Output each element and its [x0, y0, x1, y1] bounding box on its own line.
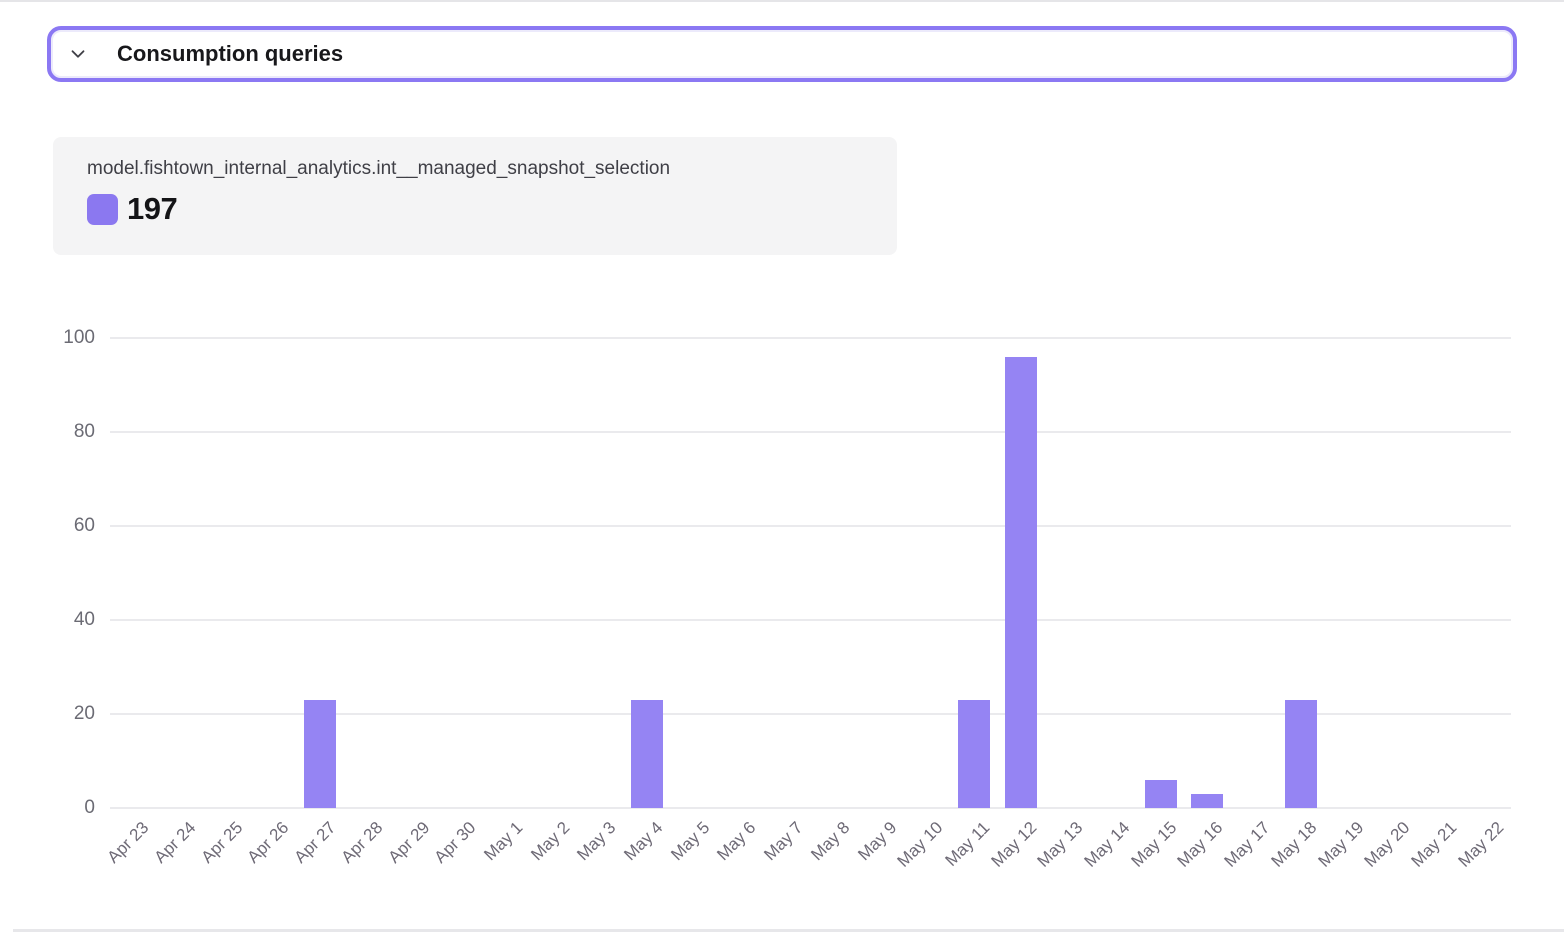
gridline — [110, 807, 1511, 809]
chevron-down-icon — [67, 43, 89, 65]
x-axis-tick-label: May 7 — [760, 818, 807, 865]
y-axis-tick-label: 100 — [63, 327, 95, 348]
divider-top — [0, 0, 1564, 2]
x-axis-tick-label: Apr 25 — [197, 818, 247, 867]
x-axis-tick-label: Apr 23 — [103, 818, 153, 867]
x-axis-tick-label: May 19 — [1314, 818, 1368, 871]
y-axis-tick-label: 0 — [84, 797, 95, 818]
x-axis-tick-label: Apr 29 — [384, 818, 434, 867]
x-axis-tick-label: May 14 — [1080, 818, 1134, 871]
x-axis-tick-label: May 5 — [667, 818, 714, 865]
bar[interactable] — [1145, 780, 1177, 808]
y-axis-tick-label: 20 — [73, 703, 95, 724]
x-axis-tick-label: May 4 — [620, 818, 667, 865]
gridline — [110, 525, 1511, 527]
gridline — [110, 713, 1511, 715]
x-axis-tick-label: May 22 — [1454, 818, 1508, 871]
x-axis-tick-label: May 15 — [1127, 818, 1181, 871]
x-axis-tick-label: May 2 — [527, 818, 574, 865]
x-axis-tick-label: May 3 — [573, 818, 620, 865]
x-axis-tick-label: May 12 — [987, 818, 1041, 871]
bar[interactable] — [958, 700, 990, 808]
y-axis-tick-label: 40 — [73, 609, 95, 630]
series-color-swatch — [87, 193, 118, 225]
bar[interactable] — [1005, 357, 1037, 808]
consumption-queries-section-header[interactable]: Consumption queries — [47, 26, 1517, 82]
x-axis-tick-label: May 11 — [941, 818, 994, 870]
x-axis-tick-label: May 8 — [807, 818, 854, 865]
x-axis-tick-label: May 10 — [893, 818, 947, 871]
bar[interactable] — [631, 700, 663, 808]
bar[interactable] — [1285, 700, 1317, 808]
x-axis-tick-label: Apr 24 — [150, 818, 200, 867]
divider-bottom — [13, 929, 1564, 932]
y-axis-tick-label: 80 — [73, 421, 95, 442]
gridline — [110, 337, 1511, 339]
tooltip-value-row: 197 — [87, 191, 897, 227]
bar[interactable] — [1191, 794, 1223, 808]
tooltip-series-label: model.fishtown_internal_analytics.int__m… — [87, 158, 671, 179]
y-axis-tick-label: 60 — [73, 515, 95, 536]
gridline — [110, 431, 1511, 433]
x-axis-tick-label: May 18 — [1267, 818, 1321, 871]
x-axis-tick-label: May 16 — [1173, 818, 1227, 871]
section-title: Consumption queries — [117, 41, 344, 66]
x-axis-tick-label: Apr 26 — [243, 818, 293, 867]
tooltip-series-value: 197 — [127, 191, 178, 226]
x-axis-tick-label: May 1 — [480, 818, 527, 865]
x-axis-tick-label: May 6 — [713, 818, 760, 865]
x-axis-tick-label: Apr 27 — [290, 818, 340, 867]
x-axis-tick-label: May 17 — [1220, 818, 1274, 871]
gridline — [110, 619, 1511, 621]
x-axis-tick-label: Apr 28 — [337, 818, 387, 867]
x-axis-tick-label: May 20 — [1360, 818, 1414, 871]
x-axis-tick-label: May 21 — [1407, 818, 1461, 871]
x-axis-tick-label: May 13 — [1033, 818, 1087, 871]
bar[interactable] — [304, 700, 336, 808]
x-axis-tick-label: Apr 30 — [430, 818, 480, 867]
chart-tooltip: model.fishtown_internal_analytics.int__m… — [53, 137, 897, 255]
